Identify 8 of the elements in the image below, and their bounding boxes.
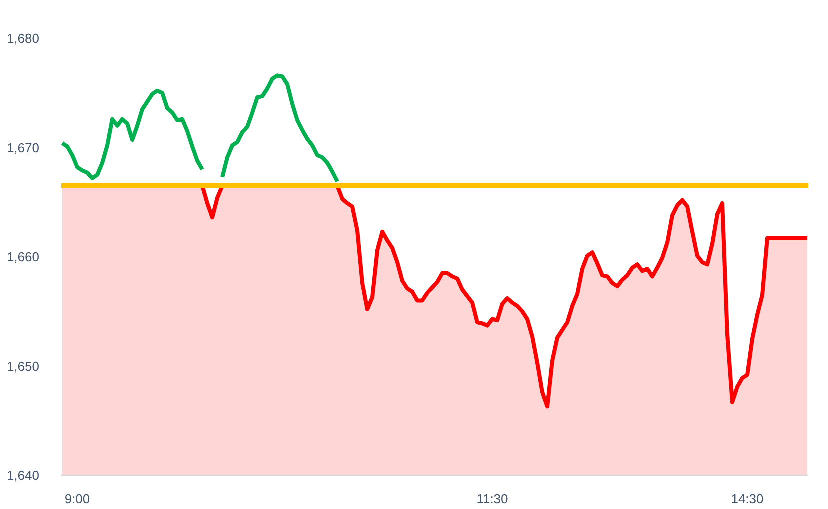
y-tick-label: 1,640 [6,468,40,483]
y-tick-label: 1,650 [6,358,40,374]
y-tick-label: 1,670 [6,140,40,156]
x-tick-label: 14:30 [731,492,764,506]
y-tick-label: 1,660 [6,250,40,264]
x-tick-label: 9:00 [64,492,90,506]
y-tick-label: 1,680 [6,31,40,46]
x-tick-label: 11:30 [476,492,508,506]
